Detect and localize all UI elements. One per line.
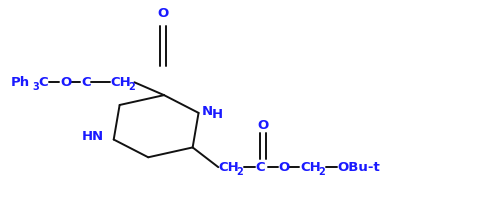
Text: 2: 2	[128, 82, 135, 92]
Text: CH: CH	[110, 76, 131, 89]
Text: H: H	[82, 130, 93, 143]
Text: OBu-t: OBu-t	[337, 161, 380, 174]
Text: N: N	[201, 105, 212, 119]
Text: N: N	[92, 130, 103, 143]
Text: C: C	[38, 76, 48, 89]
Text: O: O	[60, 76, 72, 89]
Text: C: C	[81, 76, 91, 89]
Text: O: O	[278, 161, 289, 174]
Text: 2: 2	[236, 167, 242, 177]
Text: Ph: Ph	[11, 76, 30, 89]
Text: CH: CH	[300, 161, 320, 174]
Text: H: H	[211, 108, 222, 121]
Text: O: O	[157, 7, 168, 20]
Text: 2: 2	[317, 167, 324, 177]
Text: 3: 3	[33, 82, 39, 92]
Text: C: C	[255, 161, 265, 174]
Text: O: O	[256, 119, 268, 132]
Text: CH: CH	[218, 161, 239, 174]
